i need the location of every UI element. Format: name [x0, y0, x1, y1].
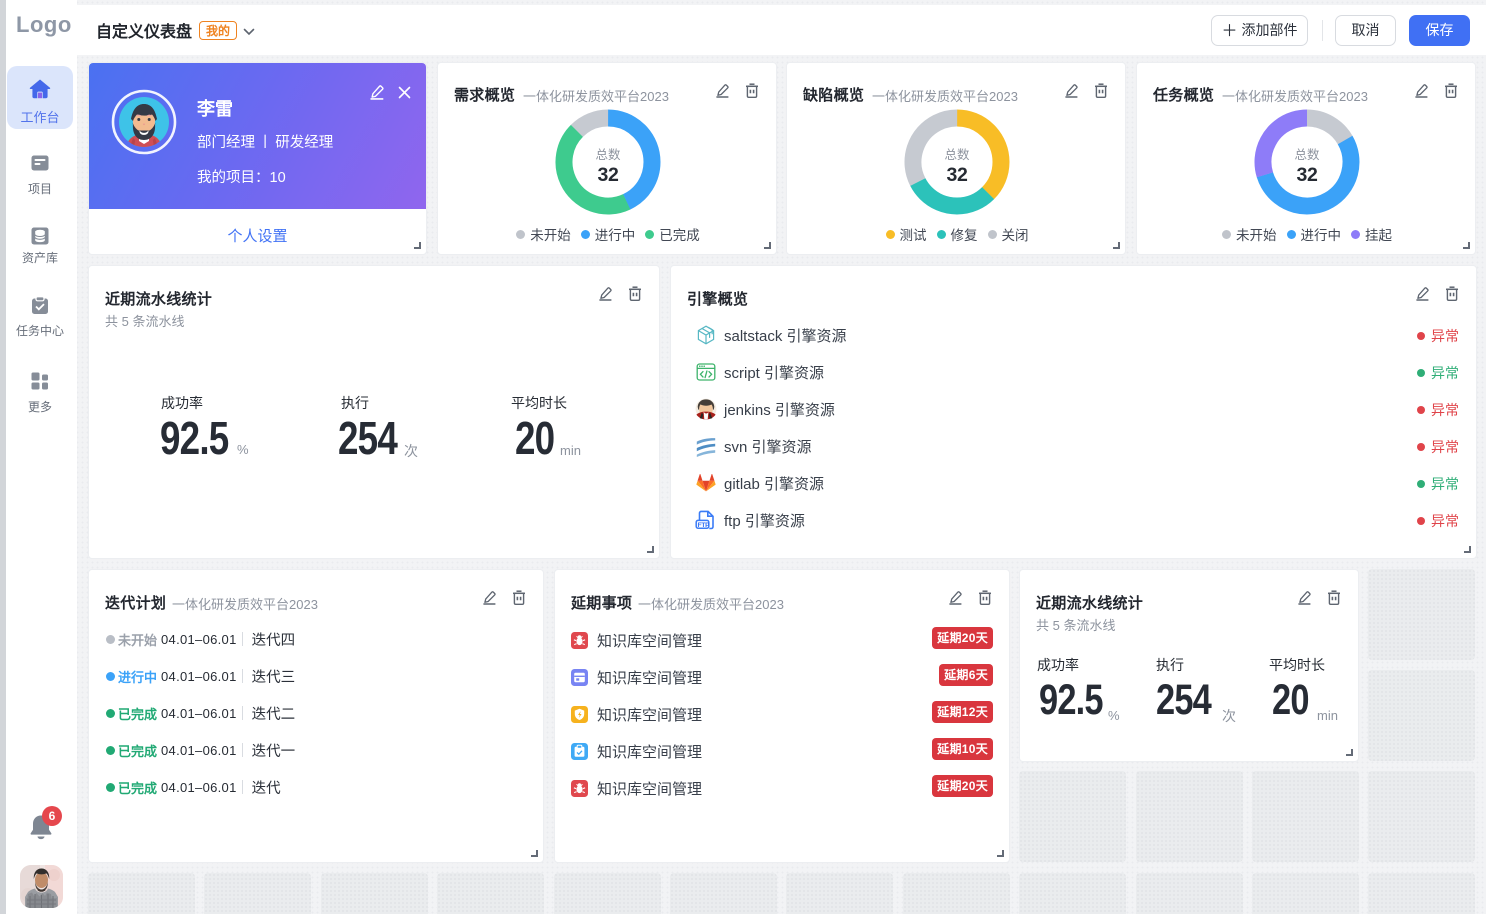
svg-text:FTP: FTP [698, 522, 711, 529]
